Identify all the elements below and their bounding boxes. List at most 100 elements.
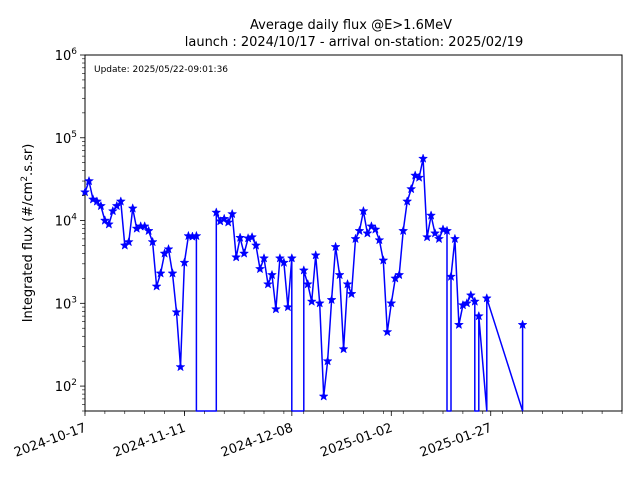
data-point — [350, 233, 361, 244]
data-point — [251, 240, 262, 250]
x-tick-label: 2025-01-27 — [418, 421, 494, 461]
data-point — [453, 319, 465, 330]
data-point — [87, 194, 98, 204]
data-point — [211, 207, 222, 217]
data-point — [306, 296, 317, 306]
data-point — [99, 215, 111, 225]
data-point — [481, 292, 492, 303]
update-annotation: Update: 2025/05/22-09:01:36 — [94, 65, 228, 75]
plot-area — [84, 54, 623, 412]
y-axis-label: Integrated flux (#/cm2.s.sr) — [20, 144, 36, 323]
data-point — [127, 203, 138, 213]
data-point — [374, 234, 385, 245]
data-point — [266, 269, 277, 280]
data-point — [386, 297, 397, 308]
data-point — [425, 210, 437, 220]
data-point — [378, 255, 389, 265]
data-point — [302, 278, 313, 289]
chart-title-line1: Average daily flux @E>1.6MeV — [250, 18, 452, 33]
data-point — [473, 310, 484, 321]
data-point — [258, 252, 270, 263]
data-point — [191, 230, 202, 241]
data-point — [235, 232, 246, 242]
data-point — [433, 233, 445, 244]
data-point — [402, 196, 413, 206]
chart-title-line2: launch : 2024/10/17 - arrival on-station… — [185, 35, 523, 50]
data-point — [171, 306, 182, 317]
data-point — [382, 326, 393, 337]
data-point — [406, 183, 417, 194]
x-tick-label: 2025-01-02 — [319, 421, 395, 461]
data-point — [338, 343, 349, 354]
data-point — [254, 263, 266, 274]
plot-frame — [84, 54, 623, 412]
data-point — [111, 200, 122, 211]
data-point — [286, 253, 297, 263]
data-point — [151, 281, 162, 291]
data-point — [517, 319, 528, 330]
data-point — [362, 228, 373, 238]
data-point — [175, 361, 186, 372]
y-tick-label: 104 — [55, 213, 78, 230]
data-point — [449, 233, 461, 244]
data-point — [465, 289, 476, 300]
data-point — [334, 269, 345, 280]
data-point — [330, 241, 341, 252]
data-point — [414, 172, 425, 182]
x-tick-label: 2024-10-17 — [12, 421, 88, 461]
data-point — [91, 196, 102, 206]
data-point — [417, 153, 429, 163]
data-point — [346, 288, 357, 299]
data-point — [139, 221, 150, 231]
y-tick-label: 106 — [55, 47, 78, 64]
data-point — [421, 231, 433, 242]
data-point — [322, 355, 333, 366]
data-point — [155, 268, 166, 278]
data-point — [445, 271, 456, 282]
y-tick-label: 103 — [55, 295, 77, 312]
data-point — [461, 297, 472, 308]
data-point — [430, 228, 441, 238]
data-point — [95, 200, 106, 211]
data-point — [410, 170, 421, 180]
data-point — [219, 213, 230, 224]
data-point — [239, 248, 250, 258]
y-axis: 102 103 104 105 106 — [55, 47, 85, 412]
data-point — [370, 224, 381, 234]
data-point — [270, 303, 282, 314]
y-tick-label: 105 — [55, 130, 77, 147]
data-point — [278, 257, 290, 268]
data-point — [115, 196, 126, 206]
data-point — [394, 269, 405, 280]
data-point — [227, 208, 238, 219]
data-point — [123, 236, 134, 247]
data-point — [326, 294, 337, 305]
data-point — [342, 278, 353, 289]
data-point — [310, 249, 321, 260]
data-point — [83, 175, 95, 186]
data-point — [398, 225, 409, 236]
data-point — [318, 391, 329, 401]
data-point — [107, 205, 118, 216]
data-point — [231, 252, 242, 262]
data-point — [79, 186, 91, 197]
data-point — [246, 231, 258, 242]
data-point — [441, 225, 453, 236]
data-point — [358, 205, 369, 216]
data-point — [163, 243, 174, 254]
y-tick-label: 102 — [55, 378, 77, 395]
data-point — [167, 268, 178, 278]
data-point — [103, 218, 114, 229]
data-point — [179, 257, 190, 268]
data-point — [354, 225, 365, 236]
data-point — [274, 252, 285, 263]
data-point — [282, 301, 293, 312]
data-point — [262, 278, 274, 289]
data-point — [143, 225, 154, 236]
data-point — [298, 265, 309, 275]
data-point — [223, 217, 234, 227]
series-line — [84, 157, 524, 412]
x-axis: 2024-10-17 2024-11-11 2024-12-08 2025-01-02… — [12, 411, 623, 461]
data-point — [147, 236, 158, 247]
